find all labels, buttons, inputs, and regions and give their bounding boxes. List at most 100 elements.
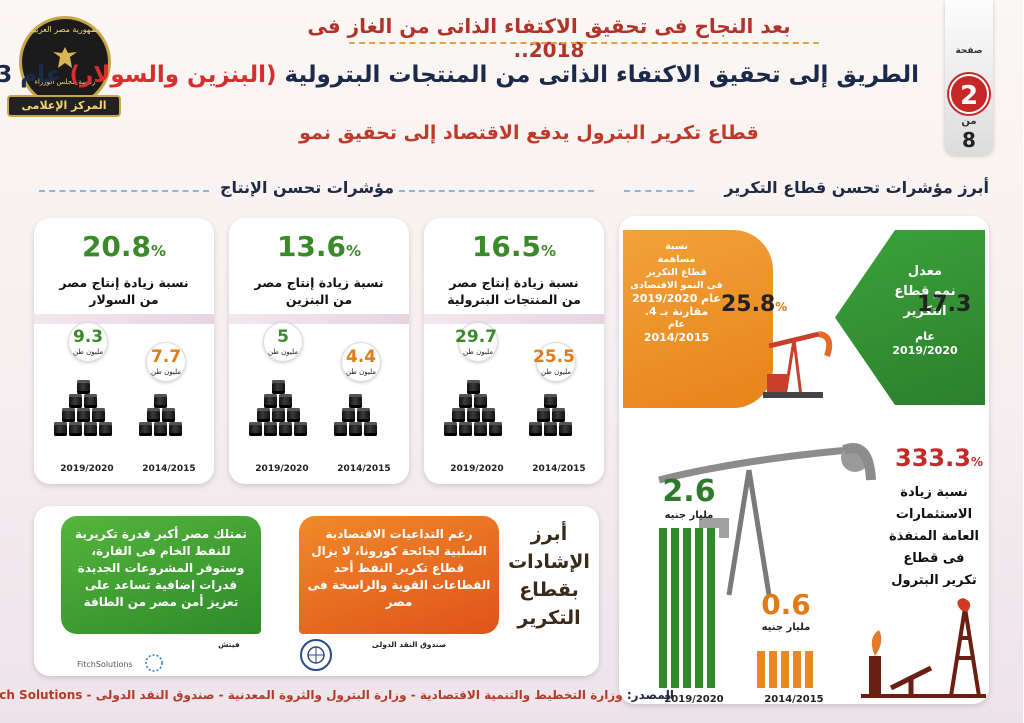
barrel-icon [475, 394, 488, 408]
imf-quote: رغم التداعيات الاقتصادية السلبية لجائحة … [300, 516, 500, 634]
production-card-gasoline: 13.6% نسبة زيادة إنتاج مصر من البنزين 5 مل… [230, 218, 410, 484]
investment-unit: مليار جنيه [762, 622, 812, 633]
year-label: 2014/2015 [338, 464, 392, 474]
growth-year: عام 2019/2020 [893, 330, 959, 357]
investment-label: نسبة زيادة الاستثمارات العامة المنفذة فى… [890, 485, 980, 588]
divider [40, 190, 210, 192]
page-label: صفحة [956, 46, 984, 56]
barrel-icon [55, 422, 68, 436]
card-percent: 20.8% [82, 230, 168, 263]
title-highlight: (البنزين والسولار) [70, 62, 278, 88]
year-label: 2014/2015 [533, 464, 587, 474]
barrel-icon [92, 408, 106, 422]
barrel-icon [100, 422, 113, 436]
barrel-icon [335, 422, 348, 436]
barrel-icon [140, 422, 153, 436]
barrel-icon [85, 394, 98, 408]
investment-percent: 333.3% [896, 444, 984, 472]
barrel-icon [545, 394, 558, 408]
barrel-icon [537, 408, 551, 422]
barrel-icon [257, 408, 271, 422]
fitch-attribution: فيتش [219, 640, 241, 649]
barrel-icon [70, 422, 83, 436]
page-total: 8 [963, 128, 977, 152]
page-of: من [962, 116, 978, 127]
logo-text-2: رئاسة مجلس الوزراء [35, 78, 97, 86]
barrel-icon [475, 422, 488, 436]
barrel-icon [530, 422, 543, 436]
barrel-icon [62, 408, 76, 422]
pretitle: بعد النجاح فى تحقيق الاكتفاء الذاتى من ا… [308, 14, 792, 62]
divider [350, 42, 820, 44]
contribution-label: نسبة مساهمة قطاع التكرير فى النمو الاقتص… [631, 241, 724, 344]
contribution-tile [624, 230, 774, 408]
investment-new-value: 2.6 [663, 474, 717, 509]
imf-logo-icon [301, 639, 333, 671]
fitch-logo: FitchSolutions [78, 660, 134, 669]
barrel-icon [482, 408, 496, 422]
investment-bar [758, 651, 818, 688]
logo-banner: المركز الإعلامى [8, 95, 122, 117]
barrel-icon [265, 422, 278, 436]
barrel-icon [272, 380, 286, 394]
barrel-icon [552, 408, 566, 422]
barrel-icon [77, 408, 91, 422]
barrel-icon [467, 408, 481, 422]
value-bubble-old: 4.4 مليون طن [342, 342, 382, 382]
title-end: عام 2023 [0, 62, 63, 88]
imf-attribution: صندوق النقد الدولى [372, 640, 448, 649]
barrel-icon [545, 422, 558, 436]
value-bubble-new: 9.3 مليون طن [69, 322, 109, 362]
subtitle: قطاع تكرير البترول يدفع الاقتصاد إلى تحق… [300, 122, 760, 144]
divider [625, 190, 695, 192]
barrel-icon [452, 408, 466, 422]
endorsements-title: أبرز الإشادات بقطاع التكرير [509, 523, 591, 629]
fitch-quote: تمتلك مصر أكبر قدرة تكريرية للنفط الخام … [62, 516, 262, 634]
barrel-icon [350, 422, 363, 436]
barrel-icon [147, 408, 161, 422]
barrel-icon [170, 422, 183, 436]
page-current: 2 [950, 74, 990, 114]
barrel-icon [77, 380, 91, 394]
barrel-icon [155, 394, 168, 408]
barrel-icon [357, 408, 371, 422]
investment-bar [660, 528, 720, 688]
barrel-icon [70, 394, 83, 408]
source-text: وزارة التخطيط والتنمية الاقتصادية - وزار… [0, 688, 624, 702]
barrel-icon [250, 422, 263, 436]
barrel-icon [445, 422, 458, 436]
barrel-icon [490, 422, 503, 436]
contribution-percent: 25.8% [722, 292, 789, 317]
growth-percent: 17.3% [918, 292, 985, 317]
pumpjack-small-icon [764, 331, 834, 398]
barrel-icon [342, 408, 356, 422]
card-band [425, 314, 605, 324]
section-refining-title: أبرز مؤشرات تحسن قطاع التكرير [725, 178, 990, 197]
barrel-icon [85, 422, 98, 436]
source-line: المصدر: وزارة التخطيط والتنمية الاقتصادي… [0, 688, 675, 702]
year-label: 2019/2020 [451, 464, 505, 474]
card-percent: 13.6% [277, 230, 363, 263]
section-production-title: مؤشرات تحسن الإنتاج [220, 178, 395, 197]
barrel-icon [350, 394, 363, 408]
barrel-icon [295, 422, 308, 436]
value-bubble-new: 29.7 مليون طن [456, 322, 499, 362]
value-bubble-old: 25.5 مليون طن [534, 342, 577, 382]
barrel-icon [280, 394, 293, 408]
barrel-icon [287, 408, 301, 422]
growth-label: معدل نمو قطاع التكرير [895, 264, 957, 319]
barrel-icon [265, 394, 278, 408]
card-desc: نسبة زيادة إنتاج مصر من السولار [60, 275, 190, 307]
investment-unit: مليار جنيه [665, 510, 715, 521]
barrel-icon [467, 380, 481, 394]
year-label: 2014/2015 [143, 464, 197, 474]
production-card-petroleum: 16.5% نسبة زيادة إنتاج مصر من المنتجات ال… [425, 218, 605, 484]
card-band [35, 314, 215, 324]
year-label: 2019/2020 [61, 464, 115, 474]
title-start: الطريق إلى تحقيق الاكتفاء الذاتى من المن… [285, 62, 921, 88]
card-desc: نسبة زيادة إنتاج مصر من البنزين [255, 275, 385, 307]
barrel-icon [460, 422, 473, 436]
barrel-icon [272, 408, 286, 422]
logo-emblem [20, 16, 112, 108]
barrel-icon [560, 422, 573, 436]
